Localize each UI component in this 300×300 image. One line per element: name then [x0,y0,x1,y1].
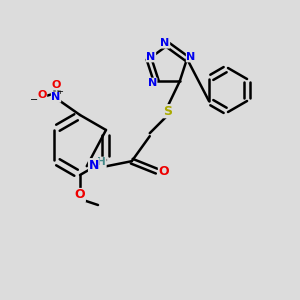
Text: H: H [98,157,106,167]
Text: S: S [163,105,172,118]
Text: O: O [158,165,169,178]
Text: N: N [148,78,157,88]
Text: N: N [88,159,99,172]
Text: O: O [37,90,47,100]
Text: N: N [146,52,156,62]
Text: −: − [30,95,38,105]
Text: N: N [51,92,61,102]
Text: N: N [160,38,169,48]
Text: O: O [75,188,85,202]
Text: O: O [51,80,61,90]
Text: N: N [186,52,196,62]
Text: +: + [57,88,63,97]
